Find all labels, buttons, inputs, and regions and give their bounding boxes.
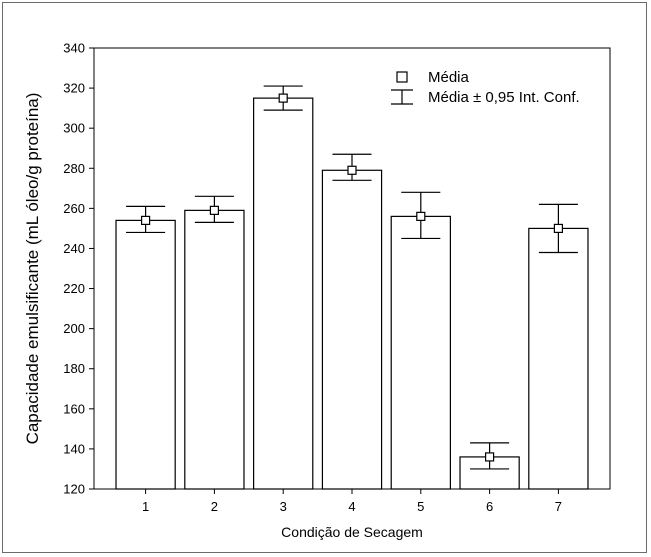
legend-mean-marker <box>396 71 408 83</box>
bars <box>115 85 589 490</box>
y-axis: 120 140 160 180 200 220 240 260 280 300 320 340 <box>63 41 94 497</box>
bar <box>528 227 589 490</box>
x-tick-label: 1 <box>142 499 149 514</box>
y-tick-label: 260 <box>63 201 85 216</box>
x-tick-label: 5 <box>417 499 424 514</box>
legend-mean-label: Média <box>428 69 470 86</box>
x-tick-label: 4 <box>348 499 355 514</box>
x-tick-label: 6 <box>486 499 493 514</box>
legend-ci-label: Média ± 0,95 Int. Conf. <box>428 89 580 106</box>
legend: Média Média ± 0,95 Int. Conf. <box>391 69 580 106</box>
mean-marker <box>485 452 495 462</box>
bar <box>321 169 383 490</box>
y-tick-label: 180 <box>63 361 85 376</box>
y-tick-label: 220 <box>63 281 85 296</box>
x-tick-label: 7 <box>555 499 562 514</box>
y-tick-label: 120 <box>63 482 85 497</box>
y-tick-label: 320 <box>63 81 85 96</box>
mean-marker <box>416 211 426 221</box>
x-tick-label: 3 <box>280 499 287 514</box>
y-tick-label: 140 <box>63 441 85 456</box>
legend-ci-marker <box>391 89 413 105</box>
y-tick-label: 240 <box>63 241 85 256</box>
x-axis: 1 2 3 4 5 6 7 <box>142 489 562 514</box>
mean-marker <box>141 215 151 225</box>
mean-marker <box>278 93 288 103</box>
mean-marker <box>347 165 357 175</box>
y-tick-label: 280 <box>63 161 85 176</box>
bar <box>253 97 314 490</box>
mean-marker <box>553 223 564 234</box>
y-tick-label: 200 <box>63 321 85 336</box>
bar <box>184 209 245 490</box>
bar <box>115 219 176 490</box>
bar <box>390 215 451 490</box>
mean-marker <box>209 205 219 215</box>
y-tick-label: 300 <box>63 121 85 136</box>
y-axis-label: Capacidade emulsificante (mL óleo/g prot… <box>23 93 42 445</box>
y-tick-label: 160 <box>63 401 85 416</box>
x-axis-label: Condição de Secagem <box>281 524 423 540</box>
x-tick-label: 2 <box>211 499 218 514</box>
y-tick-label: 340 <box>63 41 85 56</box>
